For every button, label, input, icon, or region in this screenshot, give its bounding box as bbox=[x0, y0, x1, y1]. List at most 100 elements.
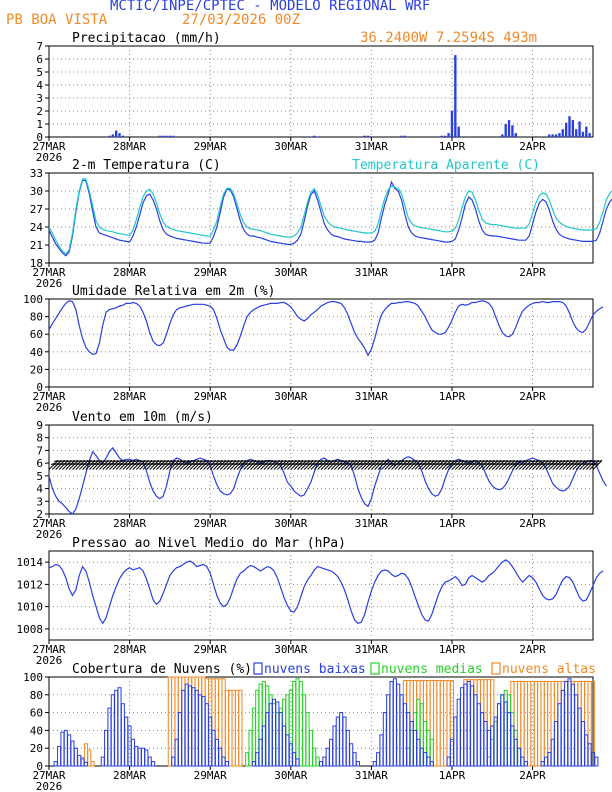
wind-barb bbox=[95, 460, 106, 470]
wind-barb-flag bbox=[124, 463, 129, 465]
temp-ytick-label: 27 bbox=[30, 203, 43, 216]
cloud-bar-green bbox=[245, 752, 250, 767]
pres-xtick-label: 1APR bbox=[439, 643, 466, 656]
pres-xtick-label: 27MAR bbox=[32, 643, 65, 656]
wind-barb bbox=[115, 460, 126, 470]
wind-barb-flag bbox=[578, 463, 583, 465]
wind-barb-flag bbox=[537, 460, 542, 462]
wind-barb-flag bbox=[386, 460, 391, 462]
temp-title: 2-m Temperatura (C) bbox=[72, 158, 221, 173]
cloud-bar-altas bbox=[527, 680, 532, 767]
cloud-bar-blue bbox=[507, 712, 512, 767]
header-init-time: 27/03/2026 00Z bbox=[182, 12, 301, 28]
cloud-bar-altas bbox=[171, 676, 176, 767]
cloud-bar-blue bbox=[134, 745, 139, 767]
precip-bar bbox=[511, 125, 514, 137]
precip-frame bbox=[48, 45, 594, 138]
wind-barb bbox=[575, 460, 586, 470]
wind-barb-flag bbox=[201, 463, 207, 465]
wind-barb bbox=[501, 460, 512, 470]
wind-barb bbox=[159, 460, 170, 470]
wind-barb-flag bbox=[208, 460, 213, 462]
wind-barb bbox=[65, 460, 76, 470]
wind-barb bbox=[552, 460, 563, 470]
wind-barb-flag bbox=[242, 463, 247, 465]
wind-barb bbox=[397, 460, 408, 470]
wind-barb bbox=[193, 460, 203, 470]
wind-barb bbox=[280, 460, 291, 470]
wind-barb bbox=[532, 460, 542, 470]
wind-barb bbox=[196, 460, 207, 470]
wind-barb-flag bbox=[396, 460, 401, 462]
temp-xtick-label: 28MAR bbox=[113, 266, 146, 279]
wind-barb-flag bbox=[137, 460, 143, 462]
cloud-bar-blue bbox=[194, 689, 199, 767]
cloud-bar-blue bbox=[429, 761, 434, 767]
cloud-bar-blue bbox=[355, 761, 360, 767]
wind-barb-flag bbox=[306, 463, 311, 465]
wind-barb bbox=[431, 460, 442, 470]
wind-barb-flag bbox=[107, 463, 113, 465]
rh-xtick-label: 31MAR bbox=[355, 390, 388, 403]
wind-barb-flag bbox=[64, 463, 69, 465]
wind-barb-flag bbox=[349, 463, 354, 465]
wind-barb bbox=[357, 460, 368, 470]
wind-barb-flag bbox=[252, 463, 257, 465]
precip-xtick-label: 27MAR bbox=[32, 140, 65, 153]
cloud-bar-green bbox=[251, 707, 256, 767]
cloud-bar-blue bbox=[271, 698, 276, 767]
cloud-bar-blue bbox=[473, 694, 478, 767]
wind-barb-flag bbox=[249, 463, 254, 465]
wind-barb-flag bbox=[205, 463, 210, 465]
temp-xtick-label: 2APR bbox=[519, 266, 546, 279]
precip-bar bbox=[504, 124, 507, 137]
wind-barb-flag bbox=[54, 463, 59, 465]
wind-barb bbox=[102, 460, 113, 470]
cloud-bar-altas bbox=[238, 689, 243, 767]
cloud-bar-blue bbox=[466, 680, 471, 767]
wind-barb-flag bbox=[433, 460, 438, 462]
wind-barb-flag bbox=[366, 463, 371, 465]
cloud-bar-altas bbox=[540, 680, 545, 767]
cloud-bar-blue bbox=[342, 716, 347, 767]
wind-barb-flag bbox=[131, 460, 136, 462]
wind-barb-flag bbox=[490, 460, 495, 462]
cloud-bar-blue bbox=[114, 689, 119, 767]
wind-barb bbox=[451, 460, 462, 470]
wind-barb bbox=[421, 460, 432, 470]
wind-barb-flag bbox=[359, 460, 364, 462]
wind-barb bbox=[176, 460, 186, 470]
precip-bar bbox=[571, 120, 575, 137]
rh-xtick-year: 2026 bbox=[36, 401, 63, 414]
cloud-bar-blue bbox=[275, 701, 280, 767]
cloud-bar-blue bbox=[188, 685, 193, 767]
cloud-bar-blue bbox=[389, 680, 394, 767]
wind-barb-flag bbox=[248, 460, 253, 462]
wind-barb-flag bbox=[517, 460, 522, 462]
wind-barb bbox=[347, 460, 358, 470]
wind-barb bbox=[260, 460, 270, 470]
wind-barb-flag bbox=[302, 460, 307, 462]
wind-barb-flag bbox=[497, 460, 502, 462]
wind-barb-flag bbox=[466, 460, 472, 462]
wind-barb-flag bbox=[151, 463, 156, 465]
precip-bar bbox=[501, 134, 504, 137]
wind-barb-flag bbox=[121, 463, 126, 465]
clouds-ytick-label: 0 bbox=[36, 760, 43, 773]
cloud-bar-blue bbox=[329, 738, 334, 767]
cloud-bar-blue bbox=[339, 712, 344, 767]
wind-barb-flag bbox=[544, 460, 549, 462]
wind-barb-flag bbox=[353, 463, 358, 465]
precip-bar bbox=[447, 133, 450, 137]
cloud-bar-blue bbox=[325, 747, 330, 767]
wind-barb-flag bbox=[225, 460, 230, 462]
wind-barb-flag bbox=[487, 463, 492, 465]
wind-barb-flag bbox=[185, 463, 190, 465]
cloud-bar-blue bbox=[587, 743, 592, 767]
wind-barb-flag bbox=[292, 463, 297, 465]
wind-barb bbox=[515, 460, 526, 470]
wind-barb bbox=[88, 460, 99, 470]
wind-barb-flag bbox=[165, 463, 170, 465]
cloud-bar-blue bbox=[191, 687, 196, 767]
wind-barb bbox=[518, 460, 529, 470]
